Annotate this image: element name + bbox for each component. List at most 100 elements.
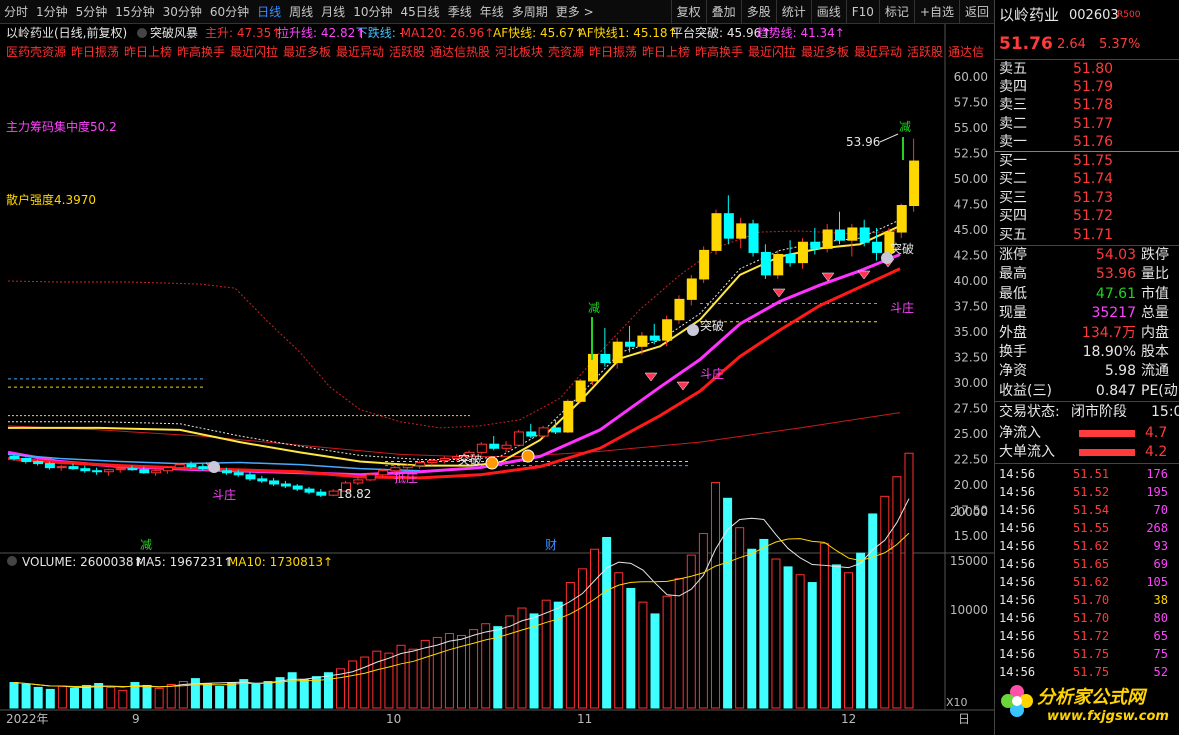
candle (341, 480, 351, 493)
volume-bar (21, 683, 31, 709)
price-pct: 5.37% (1099, 37, 1141, 52)
period-tab-0[interactable]: 分时 (4, 4, 29, 19)
tick-row[interactable]: 14:56 51.72 65 (995, 627, 1179, 645)
volume-bar (807, 582, 817, 709)
main-chart[interactable]: 以岭药业(日线,前复权) 突破风暴 主升: 47.35↑拉升线: 42.82↑下跌线… (0, 24, 994, 735)
candle (649, 323, 660, 345)
period-tab-10[interactable]: 45日线 (400, 4, 440, 19)
volume-bar (638, 601, 648, 709)
ask-row: 卖一 51.76 (995, 133, 1179, 152)
period-tab-1[interactable]: 1分钟 (36, 4, 68, 19)
concept-tag-18[interactable]: 通达信 (948, 45, 984, 59)
tick-row[interactable]: 14:56 51.52 195 (995, 483, 1179, 501)
stat-value: 53.96 (1095, 266, 1136, 283)
concept-tag-0[interactable]: 医药壳资源 (6, 45, 66, 59)
volume-bar (69, 687, 79, 709)
stat-label: 收益(三) (999, 382, 1052, 399)
period-tab-11[interactable]: 季线 (447, 4, 472, 19)
concept-tag-5[interactable]: 最近多板 (283, 45, 331, 59)
tool-button-6[interactable]: 标记 (878, 0, 914, 24)
period-tab-2[interactable]: 5分钟 (75, 4, 108, 19)
volume-menu-icon[interactable] (7, 556, 17, 566)
tick-price: 51.55 (1073, 521, 1110, 535)
volume-bars (9, 452, 914, 709)
tick-list[interactable]: 14:56 51.51 176 14:56 51.52 195 14:56 51.54 70 14… (995, 465, 1179, 681)
tick-row[interactable]: 14:56 51.55 268 (995, 519, 1179, 537)
tick-price: 51.52 (1073, 485, 1110, 499)
tool-button-2[interactable]: 多股 (740, 0, 776, 24)
period-tab-6[interactable]: 日线 (257, 4, 282, 19)
candle (21, 457, 32, 464)
flow-label: 大单流入 (999, 444, 1055, 460)
concept-tag-1[interactable]: 昨日振荡 (71, 45, 119, 59)
volume-bar (190, 678, 200, 709)
concept-tag-16[interactable]: 最近异动 (854, 45, 902, 59)
volume-bar (771, 558, 781, 709)
legend-item-2: 下跌线: - (356, 25, 404, 40)
tool-button-8[interactable]: 返回 (958, 0, 994, 24)
flow-value: 4.7 (1145, 425, 1168, 441)
price-axis-label-17: 17.50 (954, 504, 988, 518)
tool-button-0[interactable]: 复权 (670, 0, 706, 24)
high-pointer (879, 133, 899, 143)
dropdown-icon[interactable] (137, 28, 147, 38)
concept-tag-2[interactable]: 昨日上榜 (124, 44, 172, 59)
period-tab-5[interactable]: 60分钟 (209, 4, 250, 19)
concept-tag-14[interactable]: 最近闪拉 (748, 44, 796, 59)
period-tab-7[interactable]: 周线 (289, 4, 314, 19)
period-tab-12[interactable]: 年线 (479, 4, 504, 19)
concept-tag-13[interactable]: 昨高换手 (695, 44, 743, 59)
candle (686, 274, 697, 306)
concept-tag-17[interactable]: 活跃股 (907, 45, 943, 59)
dou-zhuang-label-1: 斗庄 (212, 487, 236, 502)
breakout-label-1: 突破 (458, 452, 482, 467)
period-tab-8[interactable]: 月线 (321, 4, 346, 19)
chart-title: 以岭药业(日线,前复权) (6, 25, 127, 40)
tool-button-7[interactable]: +自选 (913, 0, 959, 24)
period-tab-13[interactable]: 多周期 (511, 4, 548, 19)
period-tab-4[interactable]: 30分钟 (162, 4, 202, 19)
concept-tag-15[interactable]: 最近多板 (801, 45, 849, 59)
indicator-name[interactable]: 突破风暴 (150, 25, 198, 40)
volume-bar (674, 578, 684, 709)
concept-tag-10[interactable]: 壳资源 (548, 45, 584, 59)
volume-bar (723, 497, 733, 709)
concept-tag-9[interactable]: 河北板块 (495, 45, 543, 59)
tick-row[interactable]: 14:56 51.54 70 (995, 501, 1179, 519)
stat-row: 最高 53.96 量比 (995, 265, 1179, 284)
tool-button-3[interactable]: 统计 (775, 0, 811, 24)
concept-tag-11[interactable]: 昨日振荡 (589, 45, 637, 59)
tool-button-5[interactable]: F10 (845, 0, 879, 24)
period-tab-3[interactable]: 15分钟 (115, 4, 155, 19)
volume-bar (275, 677, 285, 709)
concept-tag-7[interactable]: 活跃股 (389, 45, 425, 59)
tick-row[interactable]: 14:56 51.62 93 (995, 537, 1179, 555)
gem-marker-icon (772, 288, 786, 298)
tick-time: 14:56 (999, 521, 1036, 535)
ask-label: 卖一 (999, 133, 1027, 150)
tick-row[interactable]: 14:56 51.65 69 (995, 555, 1179, 573)
gem-marker-icon (821, 272, 835, 282)
concept-tag-4[interactable]: 最近闪拉 (230, 44, 278, 59)
volume-bar (529, 613, 539, 709)
tick-row[interactable]: 14:56 51.75 75 (995, 645, 1179, 663)
concept-tag-8[interactable]: 通达信热股 (430, 45, 490, 59)
tool-button-4[interactable]: 画线 (810, 0, 846, 24)
tick-row[interactable]: 14:56 51.75 52 (995, 663, 1179, 681)
ask-row: 卖五 51.80 (995, 60, 1179, 79)
volume-bar (106, 686, 116, 709)
tick-row[interactable]: 14:56 51.70 38 (995, 591, 1179, 609)
period-tab-9[interactable]: 10分钟 (353, 4, 393, 19)
concept-tag-3[interactable]: 昨高换手 (177, 44, 225, 59)
concept-tag-12[interactable]: 昨日上榜 (642, 44, 690, 59)
volume-legend-1: MA5: 1967231↑ (136, 555, 234, 569)
tick-row[interactable]: 14:56 51.62 105 (995, 573, 1179, 591)
candle (872, 227, 883, 261)
tick-row[interactable]: 14:56 51.51 176 (995, 465, 1179, 483)
tick-row[interactable]: 14:56 51.70 80 (995, 609, 1179, 627)
period-toolbar: 分时 1分钟 5分钟 15分钟 30分钟 60分钟 日线 周线 月线 10分钟 45日线 季线 年线 多周… (0, 0, 994, 24)
concept-tag-6[interactable]: 最近异动 (336, 45, 384, 59)
period-tab-14[interactable]: 更多 > (555, 4, 594, 19)
tool-button-1[interactable]: 叠加 (705, 0, 741, 24)
